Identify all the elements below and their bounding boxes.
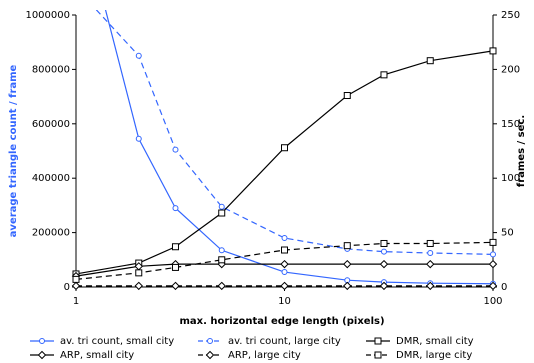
marker — [426, 239, 434, 247]
x-tick-label: 1 — [73, 296, 79, 307]
marker — [171, 263, 179, 271]
legend-label: DMR, large city — [396, 350, 472, 361]
legend-label: av. tri count, small city — [60, 336, 174, 347]
marker — [280, 259, 289, 269]
y2-axis-title: frames / sec. — [516, 115, 527, 187]
y2-tick-label: 250 — [501, 10, 520, 21]
y-tick-label: 200000 — [32, 228, 70, 239]
marker — [426, 57, 434, 65]
marker — [39, 338, 45, 344]
marker — [379, 281, 389, 291]
marker — [135, 52, 142, 59]
y2-tick-label: 200 — [501, 64, 520, 75]
marker — [135, 135, 142, 142]
marker — [489, 238, 497, 246]
marker — [281, 144, 288, 152]
marker — [489, 47, 497, 55]
marker — [135, 269, 143, 277]
x-tick-label: 10 — [278, 296, 291, 307]
marker — [205, 350, 215, 360]
y2-tick-label: 0 — [501, 282, 507, 293]
marker — [488, 281, 498, 291]
y2-tick-label: 100 — [501, 173, 520, 184]
marker — [490, 251, 496, 258]
y-axis-title: average triangle count / frame — [8, 64, 19, 237]
y2-tick-label: 50 — [501, 228, 514, 239]
x-axis-title: max. horizontal edge length (pixels) — [179, 316, 384, 327]
marker — [380, 71, 388, 79]
marker — [37, 350, 47, 360]
x-tick-label: 100 — [483, 296, 502, 307]
legend-label: ARP, large city — [228, 350, 301, 361]
marker — [343, 281, 352, 291]
y-tick-label: 0 — [64, 282, 70, 293]
marker — [171, 281, 180, 291]
y-tick-label: 400000 — [32, 173, 70, 184]
legend-label: av. tri count, large city — [228, 336, 341, 347]
legend-label: DMR, small city — [396, 336, 474, 347]
marker — [379, 259, 389, 269]
marker — [281, 269, 288, 276]
y-tick-label: 800000 — [32, 64, 70, 75]
marker — [427, 250, 434, 256]
marker — [343, 92, 351, 100]
y2-tick-label: 150 — [501, 119, 520, 130]
marker — [71, 281, 81, 291]
marker — [218, 247, 225, 254]
marker — [171, 243, 179, 251]
plot-area — [71, 10, 498, 291]
marker — [281, 235, 288, 242]
marker — [172, 205, 179, 212]
marker — [172, 146, 179, 153]
marker — [426, 281, 435, 291]
marker — [380, 239, 388, 247]
marker — [426, 259, 435, 269]
marker — [374, 351, 382, 359]
y-tick-label: 600000 — [32, 119, 70, 130]
marker — [343, 259, 352, 269]
legend-label: ARP, small city — [60, 350, 134, 361]
marker — [380, 248, 387, 255]
marker — [281, 246, 288, 254]
marker — [343, 242, 351, 250]
series-line — [95, 10, 494, 255]
marker — [218, 203, 225, 210]
marker — [488, 259, 498, 269]
marker — [218, 256, 226, 264]
marker — [72, 275, 80, 283]
marker — [134, 281, 143, 291]
marker — [207, 338, 213, 344]
marker — [218, 209, 226, 217]
marker — [217, 281, 226, 291]
marker — [374, 337, 382, 345]
marker — [280, 281, 289, 291]
y-tick-label: 1000000 — [25, 10, 70, 21]
